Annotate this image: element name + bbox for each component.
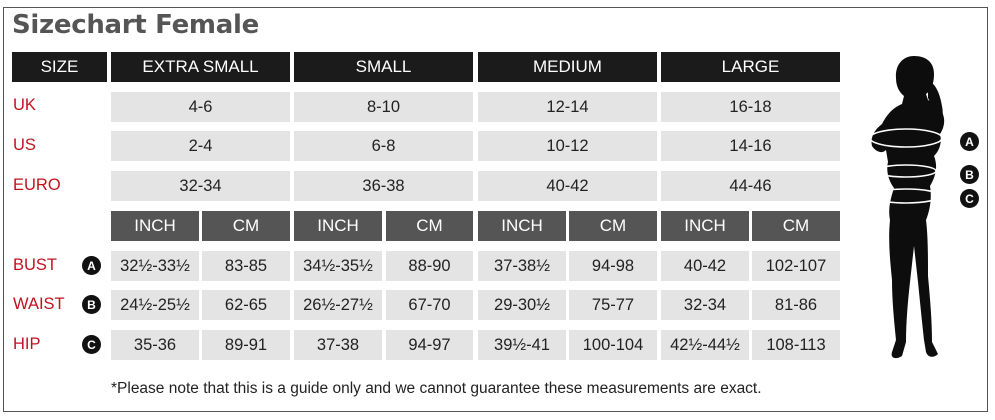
region-value: 36-38	[294, 171, 473, 201]
unit-header-cm: CM	[202, 211, 290, 241]
region-label-euro: EURO	[13, 176, 61, 194]
measurement-value: 37-38	[294, 330, 382, 360]
measurement-value: 32½-33½	[111, 251, 199, 281]
size-header-medium: MEDIUM	[478, 52, 657, 82]
measurement-value: 75-77	[569, 290, 657, 320]
region-value: 16-18	[661, 92, 840, 122]
sizechart-frame	[3, 7, 988, 412]
region-value: 12-14	[478, 92, 657, 122]
region-label-uk: UK	[13, 96, 36, 114]
measurement-value: 62-65	[202, 290, 290, 320]
measurement-label-hip: HIP	[13, 335, 41, 353]
badge-a-icon: A	[82, 256, 101, 275]
size-header-small: SMALL	[294, 52, 473, 82]
measurement-value: 100-104	[569, 330, 657, 360]
unit-header-inch: INCH	[661, 211, 749, 241]
measurement-value: 34½-35½	[294, 251, 382, 281]
unit-header-inch: INCH	[294, 211, 382, 241]
badge-b-icon: B	[82, 295, 101, 314]
unit-header-cm: CM	[569, 211, 657, 241]
measurement-value: 29-30½	[478, 290, 566, 320]
region-value: 8-10	[294, 92, 473, 122]
measurement-value: 39½-41	[478, 330, 566, 360]
measurement-value: 37-38½	[478, 251, 566, 281]
size-header-extra-small: EXTRA SMALL	[111, 52, 290, 82]
measurement-value: 42½-44½	[661, 330, 749, 360]
measurement-value: 67-70	[386, 290, 473, 320]
badge-c-icon: C	[82, 335, 101, 354]
figure-badge-c-icon: C	[960, 189, 979, 208]
region-value: 6-8	[294, 131, 473, 161]
measurement-label-bust: BUST	[13, 256, 58, 274]
measurement-value: 26½-27½	[294, 290, 382, 320]
measurement-value: 108-113	[752, 330, 840, 360]
unit-header-inch: INCH	[111, 211, 199, 241]
unit-header-cm: CM	[386, 211, 473, 241]
measurement-value: 89-91	[202, 330, 290, 360]
measurement-label-waist: WAIST	[13, 295, 65, 313]
region-value: 14-16	[661, 131, 840, 161]
measurement-value: 102-107	[752, 251, 840, 281]
figure-badge-b-icon: B	[960, 165, 979, 184]
measurement-value: 81-86	[752, 290, 840, 320]
measurement-value: 94-97	[386, 330, 473, 360]
figure-badge-a-icon: A	[960, 132, 979, 151]
region-value: 44-46	[661, 171, 840, 201]
page-title: Sizechart Female	[12, 10, 259, 40]
unit-header-cm: CM	[752, 211, 840, 241]
unit-header-inch: INCH	[478, 211, 566, 241]
measurement-value: 32-34	[661, 290, 749, 320]
measurement-value: 35-36	[111, 330, 199, 360]
region-value: 4-6	[111, 92, 290, 122]
measurement-value: 83-85	[202, 251, 290, 281]
region-value: 40-42	[478, 171, 657, 201]
region-label-us: US	[13, 136, 36, 154]
region-value: 10-12	[478, 131, 657, 161]
region-value: 2-4	[111, 131, 290, 161]
measurement-value: 88-90	[386, 251, 473, 281]
measurement-value: 94-98	[569, 251, 657, 281]
disclaimer-note: *Please note that this is a guide only a…	[111, 380, 762, 397]
size-header: SIZE	[12, 52, 107, 82]
size-header-large: LARGE	[661, 52, 840, 82]
measurement-value: 24½-25½	[111, 290, 199, 320]
female-silhouette-icon	[862, 50, 982, 370]
region-value: 32-34	[111, 171, 290, 201]
measurement-value: 40-42	[661, 251, 749, 281]
